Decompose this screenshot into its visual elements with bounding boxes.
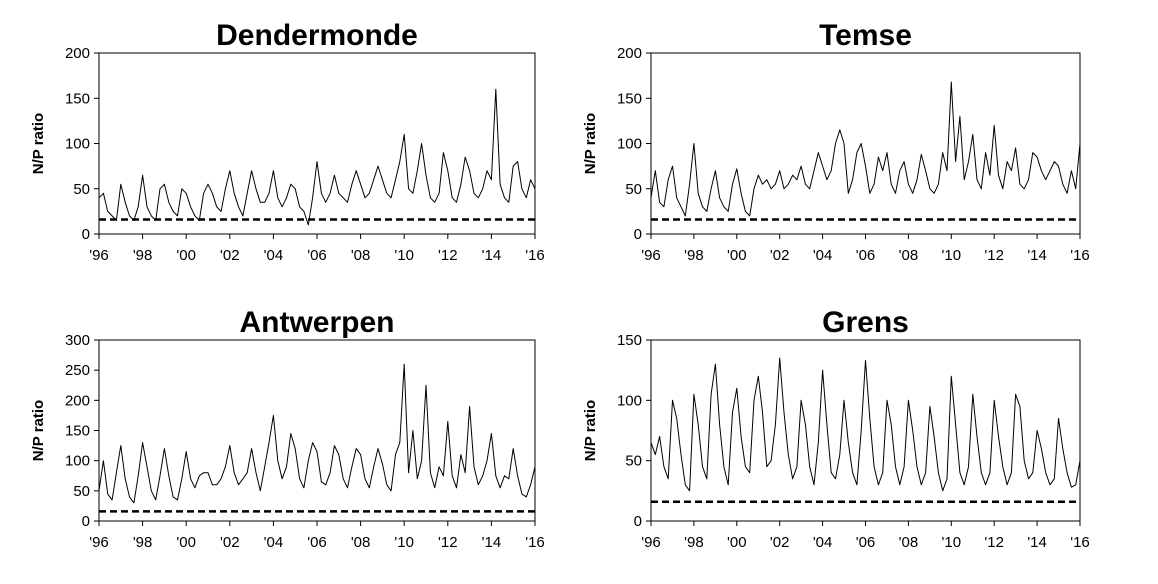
- x-tick-label: '14: [482, 247, 502, 264]
- x-tick-label: '10: [942, 534, 962, 551]
- panel-antwerpen: Antwerpen N/P ratio 0 50 100 150 200 250 300 '96 '…: [30, 306, 545, 551]
- x-tick-label: '14: [482, 534, 502, 551]
- y-tick-label: 200: [617, 45, 642, 62]
- x-tick-label: '02: [770, 534, 790, 551]
- x-tick-label: '06: [307, 534, 327, 551]
- y-tick-label: 100: [617, 136, 642, 153]
- x-tick-label: '02: [220, 534, 240, 551]
- y-axis-label: N/P ratio: [582, 400, 599, 461]
- x-tick-label: '06: [856, 247, 876, 264]
- y-tick-label: 300: [65, 332, 90, 349]
- x-tick-label: '14: [1027, 247, 1047, 264]
- y-tick-label: 150: [65, 90, 90, 107]
- y-tick-label: 0: [634, 226, 642, 243]
- y-tick-label: 150: [617, 332, 642, 349]
- x-tick-label: '96: [641, 247, 661, 264]
- y-tick-label: 100: [65, 453, 90, 470]
- panel-grens: Grens N/P ratio 0 50 100 150 '96 '98 '00 '02 '04 '0…: [582, 306, 1090, 551]
- series-line: [98, 88, 536, 226]
- y-tick-label: 50: [73, 483, 90, 500]
- y-axis-label: N/P ratio: [30, 400, 47, 461]
- y-tick-label: 250: [65, 362, 90, 379]
- x-tick-label: '96: [89, 247, 109, 264]
- x-tick-label: '08: [351, 247, 371, 264]
- x-tick-label: '04: [813, 247, 833, 264]
- y-tick-label: 0: [634, 513, 642, 530]
- y-tick-label: 50: [625, 181, 642, 198]
- panel-title: Antwerpen: [239, 306, 394, 339]
- y-tick-label: 200: [65, 392, 90, 409]
- x-tick-label: '08: [899, 247, 919, 264]
- panel-title: Temse: [819, 19, 912, 52]
- x-tick-label: '96: [641, 534, 661, 551]
- x-tick-label: '16: [1070, 247, 1090, 264]
- series-line: [650, 81, 1081, 217]
- y-tick-label: 200: [65, 45, 90, 62]
- x-tick-label: '02: [220, 247, 240, 264]
- x-tick-label: '12: [438, 247, 458, 264]
- x-tick-label: '10: [394, 534, 414, 551]
- x-tick-label: '16: [1070, 534, 1090, 551]
- x-tick-label: '04: [264, 247, 284, 264]
- y-tick-label: 100: [617, 392, 642, 409]
- x-tick-label: '04: [813, 534, 833, 551]
- x-tick-label: '02: [770, 247, 790, 264]
- plot-frame: [98, 52, 536, 235]
- x-tick-label: '98: [133, 534, 153, 551]
- y-tick-label: 50: [73, 181, 90, 198]
- x-tick-label: '00: [176, 247, 196, 264]
- panel-title: Dendermonde: [216, 19, 418, 52]
- series-line: [98, 363, 536, 504]
- y-tick-label: 150: [65, 423, 90, 440]
- y-axis-label: N/P ratio: [30, 113, 47, 174]
- x-tick-label: '00: [727, 534, 747, 551]
- x-tick-label: '08: [351, 534, 371, 551]
- y-tick-label: 50: [625, 453, 642, 470]
- y-axis-label: N/P ratio: [582, 113, 599, 174]
- panel-temse: Temse N/P ratio 0 50 100 150 200 '96 '98 '00 '02 '0…: [582, 19, 1090, 264]
- x-tick-label: '08: [899, 534, 919, 551]
- y-tick-label: 0: [82, 226, 90, 243]
- x-tick-label: '10: [942, 247, 962, 264]
- y-tick-label: 150: [617, 90, 642, 107]
- x-tick-label: '10: [394, 247, 414, 264]
- x-tick-label: '14: [1027, 534, 1047, 551]
- x-tick-label: '96: [89, 534, 109, 551]
- x-tick-label: '00: [727, 247, 747, 264]
- plot-frame: [98, 339, 536, 522]
- x-tick-label: '98: [684, 534, 704, 551]
- x-tick-label: '16: [525, 534, 545, 551]
- x-tick-label: '06: [307, 247, 327, 264]
- x-tick-label: '00: [176, 534, 196, 551]
- x-tick-label: '98: [133, 247, 153, 264]
- y-tick-label: 100: [65, 136, 90, 153]
- x-tick-label: '98: [684, 247, 704, 264]
- plot-frame: [650, 52, 1081, 235]
- x-tick-label: '12: [438, 534, 458, 551]
- panel-title: Grens: [822, 306, 909, 339]
- x-tick-label: '12: [984, 534, 1004, 551]
- panel-dendermonde: Dendermonde N/P ratio 0 50 100 150 200 '96 '98 '0…: [30, 19, 545, 264]
- x-tick-label: '04: [264, 534, 284, 551]
- y-tick-label: 0: [82, 513, 90, 530]
- x-tick-label: '16: [525, 247, 545, 264]
- series-line: [650, 357, 1081, 492]
- x-tick-label: '12: [984, 247, 1004, 264]
- x-tick-label: '06: [856, 534, 876, 551]
